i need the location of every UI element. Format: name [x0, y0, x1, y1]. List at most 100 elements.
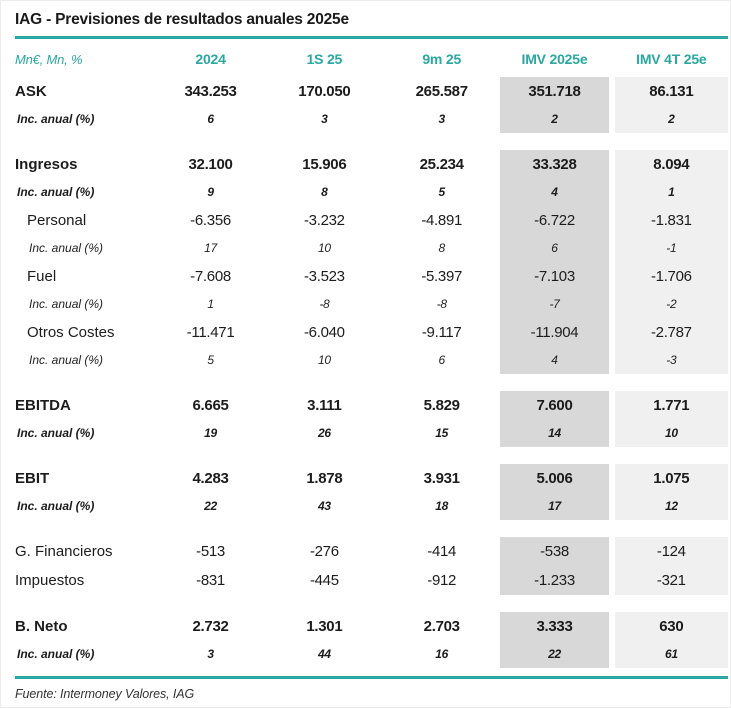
cell-value: 4.283 [192, 469, 229, 487]
column-gap [608, 640, 615, 668]
cell-value: -445 [309, 572, 339, 589]
cell-value: 3 [438, 112, 445, 126]
row-label: Ingresos [15, 155, 78, 173]
column-header-imv-2025e: IMV 2025e [521, 51, 588, 67]
table-row: Inc. anual (%) 9 8 5 4 1 [15, 178, 728, 206]
row-label: Impuestos [15, 572, 85, 589]
cell-value: -2.787 [614, 318, 728, 346]
table-row: EBIT 4.283 1.878 3.931 5.006 1.075 [15, 464, 728, 492]
cell-value: 25.234 [419, 155, 464, 173]
cell-value: 2.732 [192, 617, 229, 635]
cell-value: 17 [500, 492, 609, 520]
column-gap [608, 77, 615, 105]
cell-value: -8 [436, 297, 447, 311]
spacer-cell [15, 595, 728, 612]
title-underline [15, 36, 728, 39]
cell-value: 3.931 [423, 469, 460, 487]
cell-value: 3 [321, 112, 328, 126]
footer-rule [15, 676, 728, 679]
row-label: Personal [27, 211, 87, 229]
cell-value: 6.665 [192, 396, 229, 414]
column-gap [608, 234, 615, 262]
column-gap [608, 262, 615, 290]
row-label: B. Neto [15, 617, 68, 635]
cell-value: 33.328 [500, 150, 609, 178]
column-gap [608, 318, 615, 346]
results-table: Mn€, Mn, % 2024 1S 25 9m 25 IMV 2025e IM… [15, 41, 728, 668]
cell-value: 1 [614, 178, 728, 206]
table-row: ASK 343.253 170.050 265.587 351.718 86.131 [15, 77, 728, 105]
section-spacer [15, 520, 728, 537]
column-gap [608, 566, 615, 595]
cell-value: 5.829 [423, 396, 460, 414]
row-label: Otros Costes [27, 323, 115, 341]
cell-value: 12 [614, 492, 728, 520]
cell-value: 343.253 [184, 82, 237, 100]
cell-value: 5 [438, 185, 445, 199]
table-row: Inc. anual (%) 19 26 15 14 10 [15, 419, 728, 447]
row-label: Inc. anual (%) [17, 647, 95, 661]
cell-value: -124 [614, 537, 728, 566]
row-label: G. Financieros [15, 543, 113, 560]
cell-value: 9 [207, 185, 214, 199]
cell-value: -321 [614, 566, 728, 595]
row-label: Inc. anual (%) [17, 185, 95, 199]
table-row: Inc. anual (%) 17 10 8 6 -1 [15, 234, 728, 262]
cell-value: -1.706 [614, 262, 728, 290]
column-gap [608, 206, 615, 234]
cell-value: -5.397 [421, 267, 463, 285]
column-gap [608, 612, 615, 640]
cell-value: 6 [500, 234, 609, 262]
table-row: Fuel -7.608 -3.523 -5.397 -7.103 -1.706 [15, 262, 728, 290]
column-gap [608, 537, 615, 566]
cell-value: -1.233 [500, 566, 609, 595]
cell-value: 1.771 [614, 391, 728, 419]
cell-value: -6.356 [190, 211, 231, 229]
cell-value: -9.117 [421, 323, 462, 341]
row-label: Inc. anual (%) [29, 297, 104, 311]
row-label: ASK [15, 82, 47, 100]
cell-value: 2.703 [423, 617, 460, 635]
cell-value: 86.131 [614, 77, 728, 105]
cell-value: -3 [614, 346, 728, 374]
cell-value: 26 [317, 426, 331, 440]
table-row: Inc. anual (%) 3 44 16 22 61 [15, 640, 728, 668]
cell-value: 44 [317, 647, 331, 661]
column-gap [608, 150, 615, 178]
cell-value: 6 [438, 353, 445, 367]
table-row: Impuestos -831 -445 -912 -1.233 -321 [15, 566, 728, 595]
cell-value: -1.831 [614, 206, 728, 234]
column-gap [608, 178, 615, 206]
cell-value: -8 [319, 297, 330, 311]
cell-value: 61 [614, 640, 728, 668]
cell-value: 351.718 [500, 77, 609, 105]
table-row: B. Neto 2.732 1.301 2.703 3.333 630 [15, 612, 728, 640]
table-row: EBITDA 6.665 3.111 5.829 7.600 1.771 [15, 391, 728, 419]
spacer-cell [15, 520, 728, 537]
cell-value: 19 [204, 426, 217, 440]
cell-value: -912 [427, 572, 457, 589]
cell-value: -538 [500, 537, 609, 566]
table-row: G. Financieros -513 -276 -414 -538 -124 [15, 537, 728, 566]
cell-value: 10 [614, 419, 728, 447]
cell-value: 1.075 [614, 464, 728, 492]
cell-value: -414 [427, 543, 457, 560]
cell-value: 1.301 [306, 617, 343, 635]
table-row: Personal -6.356 -3.232 -4.891 -6.722 -1.831 [15, 206, 728, 234]
cell-value: 1 [207, 297, 214, 311]
column-header-1s25: 1S 25 [306, 51, 343, 67]
table-row: Ingresos 32.100 15.906 25.234 33.328 8.094 [15, 150, 728, 178]
section-spacer [15, 133, 728, 150]
cell-value: -7.608 [190, 267, 231, 285]
cell-value: 7.600 [500, 391, 609, 419]
column-gap [608, 290, 615, 318]
column-header-2024: 2024 [195, 51, 226, 67]
cell-value: 17 [204, 241, 217, 255]
cell-value: 1.878 [306, 469, 343, 487]
spacer-cell [15, 447, 728, 464]
cell-value: 16 [435, 647, 449, 661]
row-label: EBITDA [15, 396, 71, 414]
table-row: Inc. anual (%) 22 43 18 17 12 [15, 492, 728, 520]
cell-value: -7.103 [500, 262, 609, 290]
cell-value: -4.891 [421, 211, 463, 229]
